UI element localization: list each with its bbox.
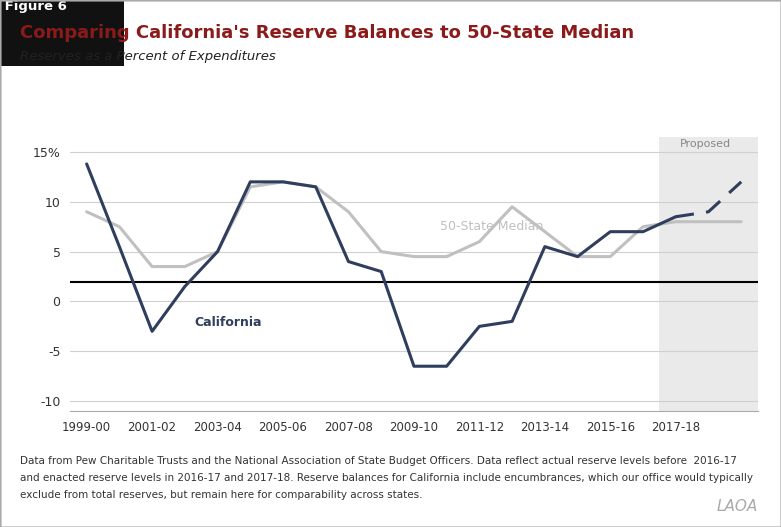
Bar bbox=[659, 137, 758, 411]
Text: Comparing California's Reserve Balances to 50-State Median: Comparing California's Reserve Balances … bbox=[20, 24, 633, 42]
Text: 50-State Median: 50-State Median bbox=[440, 220, 544, 233]
Text: Proposed: Proposed bbox=[679, 139, 731, 149]
Text: exclude from total reserves, but remain here for comparability across states.: exclude from total reserves, but remain … bbox=[20, 490, 422, 500]
Text: Figure 6: Figure 6 bbox=[0, 0, 72, 13]
Text: Data from Pew Charitable Trusts and the National Association of State Budget Off: Data from Pew Charitable Trusts and the … bbox=[20, 456, 736, 466]
Text: California: California bbox=[194, 316, 262, 329]
Text: Reserves as a Percent of Expenditures: Reserves as a Percent of Expenditures bbox=[20, 50, 275, 63]
Text: and enacted reserve levels in 2016-17 and 2017-18. Reserve balances for Californ: and enacted reserve levels in 2016-17 an… bbox=[20, 473, 753, 483]
Text: LAOA: LAOA bbox=[716, 499, 758, 514]
